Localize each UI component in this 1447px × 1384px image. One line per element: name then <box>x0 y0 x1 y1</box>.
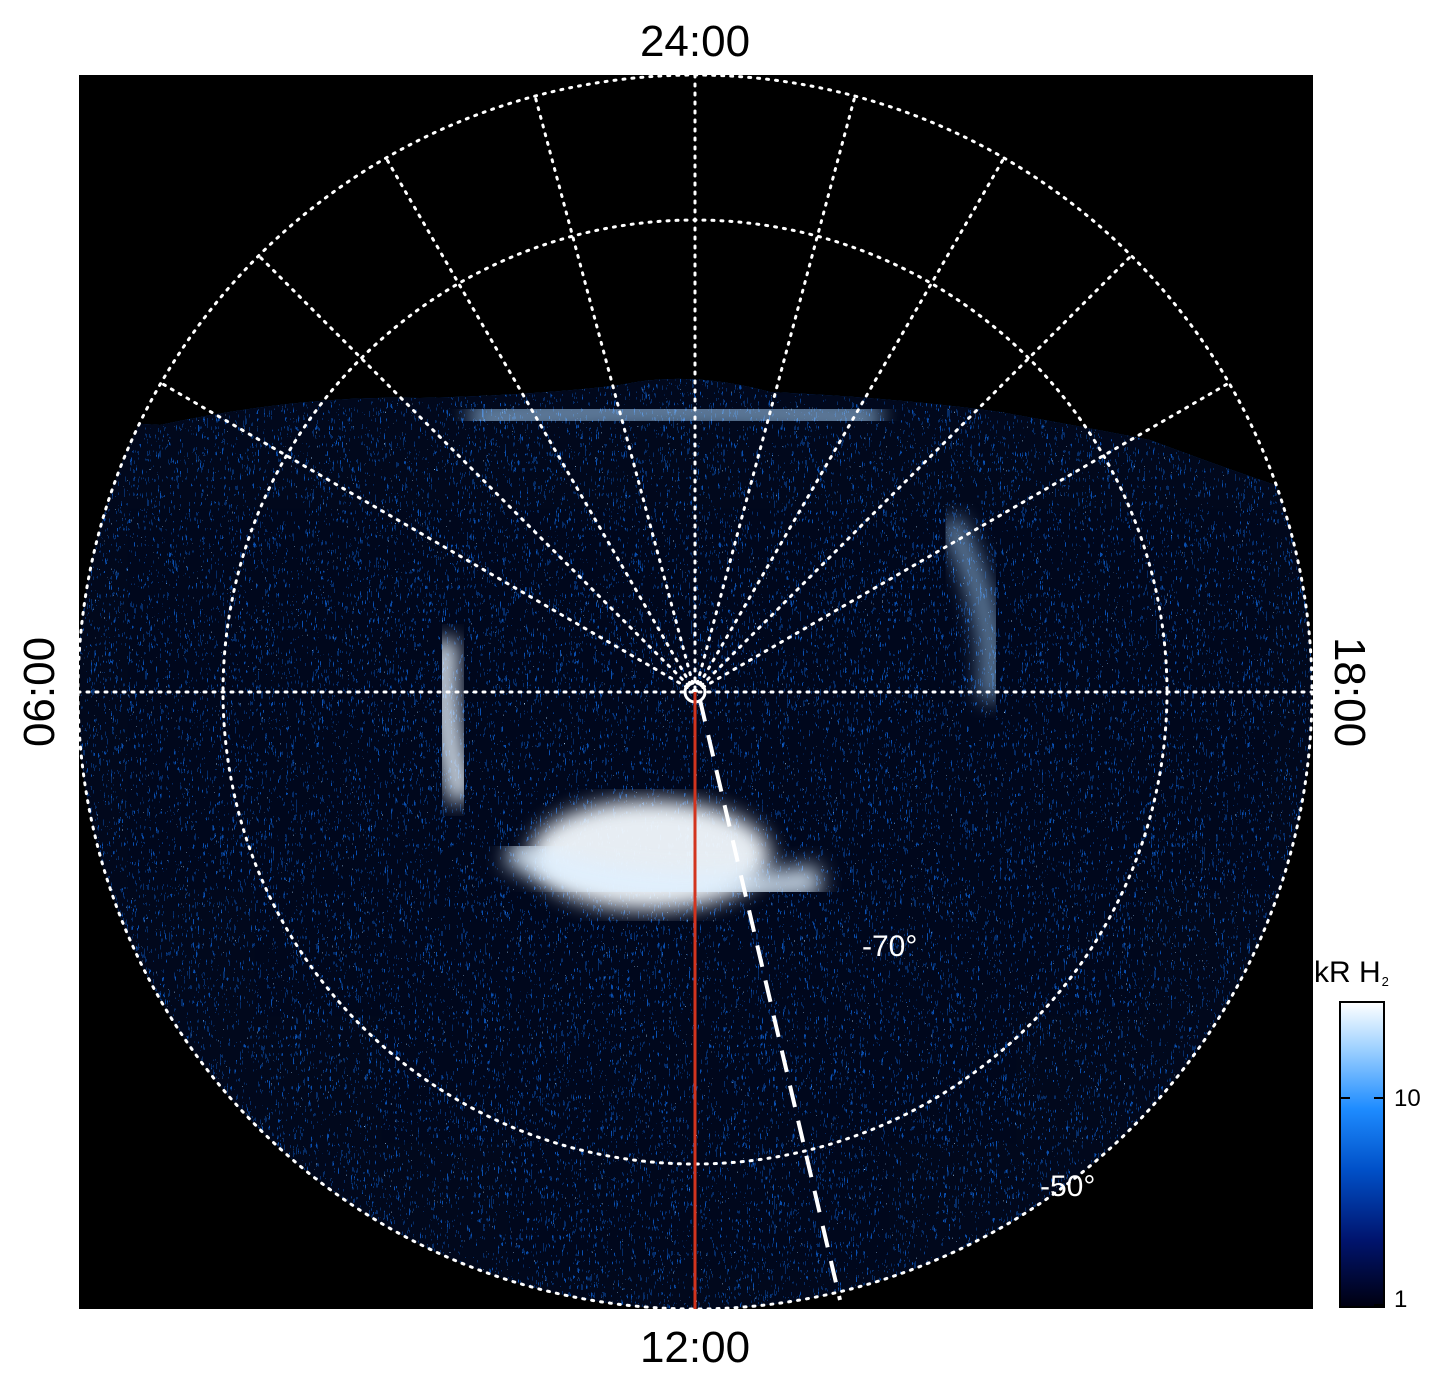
latitude-label-70: -70° <box>862 930 917 963</box>
dashed-trace-line <box>698 699 842 1301</box>
noon-auroral-arc <box>503 836 822 903</box>
colorbar-gradient <box>1339 1001 1385 1308</box>
time-label-dawn: 06:00 <box>15 636 64 748</box>
dusk-auroral-arc <box>940 515 1003 702</box>
colorbar-tick-10: 10 <box>1394 1085 1421 1112</box>
time-label-midnight: 24:00 <box>639 17 751 66</box>
colorbar-title: kR H2 <box>1314 956 1389 989</box>
latitude-label-50: -50° <box>1040 1170 1095 1203</box>
time-label-dusk: 18:00 <box>1325 636 1374 748</box>
coordinate-grid <box>76 73 1314 1311</box>
colorbar-tick-1: 1 <box>1394 1286 1408 1313</box>
dawn-auroral-arc <box>431 639 475 804</box>
time-label-noon: 12:00 <box>639 1323 751 1372</box>
nightside-auroral-band <box>468 390 883 440</box>
colorbar <box>1339 1001 1385 1308</box>
